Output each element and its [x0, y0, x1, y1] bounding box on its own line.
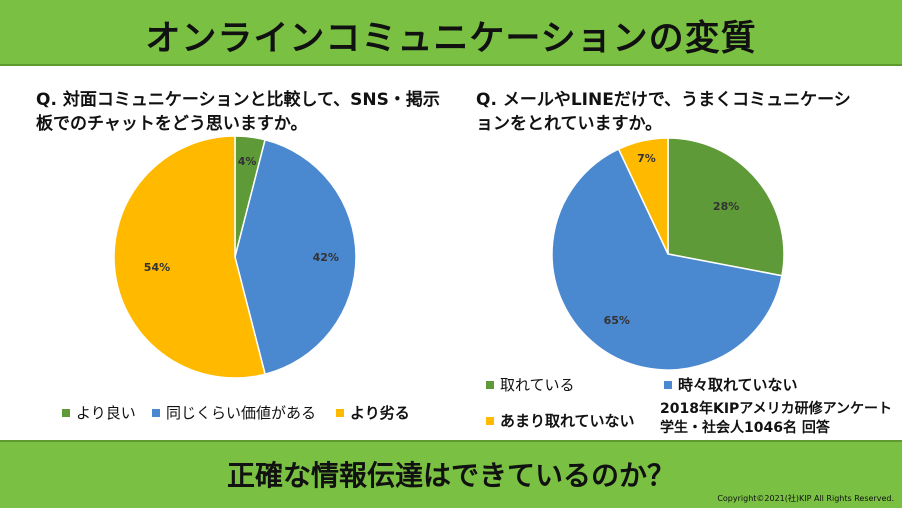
legend-swatch: [152, 408, 160, 417]
legend-label: 時々取れていない: [678, 376, 798, 394]
pie-data-label-1: 28%: [713, 200, 739, 213]
pie-data-label-2: 42%: [313, 251, 339, 264]
legend-label: 取れている: [500, 376, 575, 394]
legend-swatch: [486, 380, 494, 389]
pie-chart-2: 28% 65% 7%: [551, 137, 785, 371]
survey-note-line1: 2018年KIPアメリカ研修アンケート: [660, 401, 893, 417]
pie-chart-1: 4% 42% 54%: [113, 135, 357, 379]
pie-slice-3: [617, 137, 669, 255]
pie-data-label-3: 7%: [637, 152, 656, 165]
copyright: Copyright©2021(社)KIP All Rights Reserved…: [717, 494, 894, 503]
chart-2-title: Q. メールやLINEだけで、うまくコミュニケーションをとれていますか。: [476, 90, 851, 134]
pie-slice-2: [551, 148, 783, 371]
pie-data-label-3: 54%: [144, 261, 170, 274]
legend-swatch: [664, 380, 672, 389]
pie-data-label-2: 65%: [604, 314, 630, 327]
survey-note-line2: 学生・社会人1046名 回答: [660, 420, 830, 436]
legend-item-can: 取れている: [486, 374, 575, 395]
header-band: オンラインコミュニケーションの変質: [0, 0, 902, 66]
footer-title: 正確な情報伝達はできているのか？: [226, 459, 675, 492]
survey-note: 2018年KIPアメリカ研修アンケート 学生・社会人1046名 回答: [660, 400, 892, 438]
footer-band: 正確な情報伝達はできているのか？ Copyright©2021(社)KIP Al…: [0, 440, 902, 508]
legend-label: 同じくらい価値がある: [166, 404, 317, 422]
legend-swatch: [486, 416, 494, 425]
legend-item-sometimes: 時々取れていない: [664, 374, 798, 395]
chart-1-title: Q. 対面コミュニケーションと比較して、SNS・掲示板でのチャットをどう思います…: [36, 90, 440, 134]
legend-item-rarely: あまり取れていない: [486, 410, 635, 431]
legend-swatch: [336, 408, 344, 417]
legend-label: より劣る: [350, 404, 410, 422]
legend-item-worse: より劣る: [336, 402, 410, 423]
pie-data-label-1: 4%: [238, 155, 257, 168]
legend-item-better: より良い: [62, 402, 136, 423]
pie-slice-3: [113, 135, 267, 379]
pie-slice-1: [667, 137, 785, 277]
pie-slice-2: [234, 138, 357, 376]
page-title: オンラインコミュニケーションの変質: [145, 19, 757, 59]
legend-item-same: 同じくらい価値がある: [152, 402, 316, 423]
legend-label: あまり取れていない: [500, 412, 635, 430]
legend-label: より良い: [76, 404, 136, 422]
legend-swatch: [62, 408, 70, 417]
